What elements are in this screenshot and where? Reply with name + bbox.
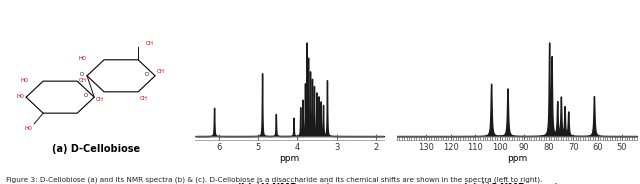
Text: HO: HO xyxy=(21,78,29,83)
Text: (b) $^{1}$H NMR spectra: (b) $^{1}$H NMR spectra xyxy=(236,180,343,184)
X-axis label: ppm: ppm xyxy=(507,154,527,163)
X-axis label: ppm: ppm xyxy=(280,154,300,163)
Text: HO: HO xyxy=(24,126,33,131)
Text: O: O xyxy=(145,72,148,77)
Text: Figure 3: D-Cellobiose (a) and its NMR spectra (b) & (c). D-Cellobiose is a disa: Figure 3: D-Cellobiose (a) and its NMR s… xyxy=(6,177,543,183)
Text: OH: OH xyxy=(157,69,165,74)
Text: O: O xyxy=(84,93,88,98)
Text: (c) $^{13}$C NMR spectra: (c) $^{13}$C NMR spectra xyxy=(462,180,572,184)
Text: O: O xyxy=(79,72,83,77)
Text: (a) D-Cellobiose: (a) D-Cellobiose xyxy=(52,144,140,154)
Text: OH: OH xyxy=(96,97,104,102)
Text: OH: OH xyxy=(140,96,148,101)
Text: OH: OH xyxy=(145,41,153,46)
Text: HO: HO xyxy=(17,94,24,99)
Text: HO: HO xyxy=(78,56,86,61)
Text: OH: OH xyxy=(79,78,87,83)
